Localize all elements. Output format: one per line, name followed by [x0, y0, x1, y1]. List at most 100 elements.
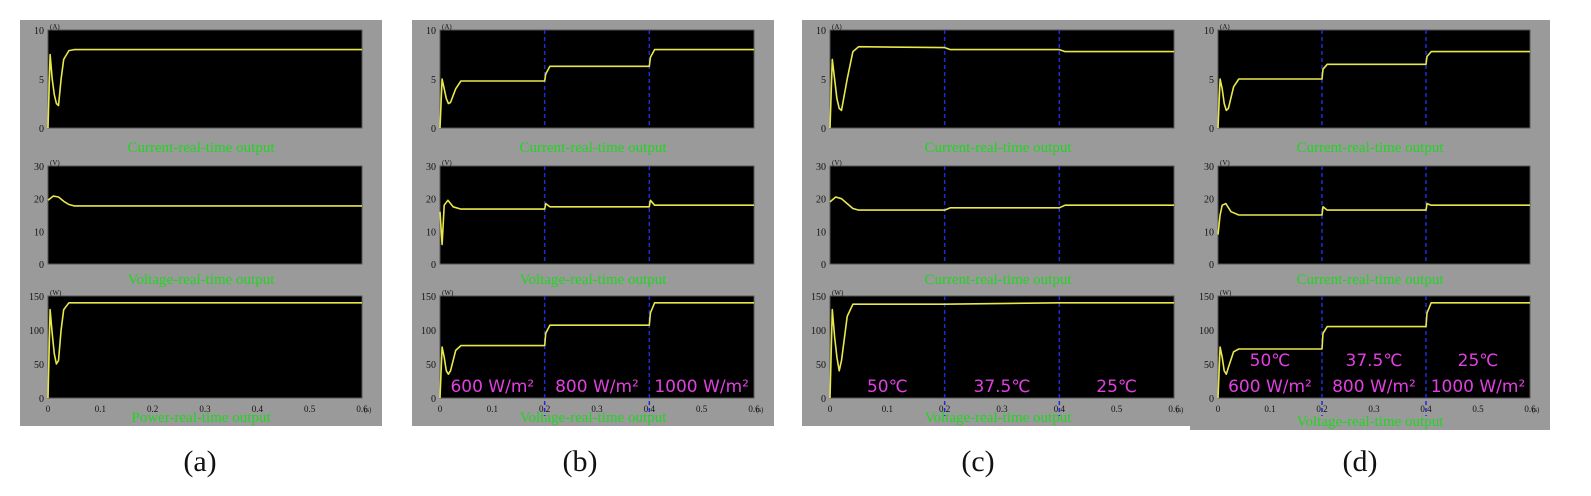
panel-d-chart: 0 5 10 (A) Current-real-time output 0 10 20 30 (V… — [1199, 23, 1540, 430]
x-unit-label: (s) — [364, 406, 372, 414]
y-tick-label: 5 — [821, 75, 826, 86]
x-tick-label: 0.2 — [147, 404, 158, 414]
subplot-title: Current-real-time output — [924, 140, 1072, 156]
y-tick-label: 0 — [431, 394, 436, 405]
series-line — [829, 196, 1174, 211]
y-tick-label: 0 — [39, 394, 44, 405]
y-tick-label: 0 — [431, 260, 436, 271]
series-line — [439, 199, 754, 246]
subplot-title: Power-real-time output — [131, 410, 271, 426]
y-tick-label: 10 — [34, 227, 44, 238]
x-tick-label: 0.1 — [487, 404, 498, 414]
y-tick-label: 0 — [431, 124, 436, 135]
subplot-3: 0 50 100 150 (W) 0 0.1 0.2 0.3 0.4 0.5 0.6(s) Power-… — [29, 289, 372, 426]
y-tick-label: 20 — [816, 195, 826, 206]
y-unit-label: (A) — [832, 23, 842, 31]
series-line — [1217, 202, 1530, 235]
y-tick-label: 20 — [1204, 195, 1214, 206]
subplot-2: 0 10 20 30 (V) Voltage-real-time output — [34, 159, 363, 288]
x-tick-label: 0.1 — [1264, 404, 1275, 414]
x-tick-label: 0.6 — [356, 404, 368, 414]
plot-area — [829, 165, 1175, 265]
y-tick-label: 5 — [39, 75, 44, 86]
y-unit-label: (A) — [442, 23, 452, 31]
condition-label: 800 W/m² — [555, 377, 639, 397]
series-line — [1217, 301, 1530, 399]
x-tick-label: 0.1 — [882, 404, 893, 414]
y-tick-label: 20 — [34, 195, 44, 206]
plot-area — [47, 295, 363, 399]
y-unit-label: (V) — [442, 159, 452, 167]
y-tick-label: 0 — [821, 260, 826, 271]
panel-c-chart: 0 5 10 (A) Current-real-time output 0 10 20 30 (V… — [811, 23, 1184, 426]
y-tick-label: 150 — [811, 292, 826, 303]
plot-area — [439, 165, 755, 265]
plot-area — [1217, 295, 1531, 399]
subplot-2: 0 10 20 30 (V) Voltage-real-time output — [426, 159, 755, 288]
y-tick-label: 50 — [426, 360, 436, 371]
x-tick-label: 0.3 — [996, 404, 1008, 414]
x-tick-label: 0 — [1216, 404, 1221, 414]
condition-label: 800 W/m² — [1332, 377, 1416, 397]
y-tick-label: 0 — [39, 260, 44, 271]
y-unit-label: (W) — [832, 289, 844, 297]
y-tick-label: 30 — [1204, 162, 1214, 173]
y-unit-label: (V) — [1220, 159, 1230, 167]
y-tick-label: 30 — [816, 162, 826, 173]
subplot-1: 0 5 10 (A) Current-real-time output — [426, 23, 755, 156]
x-unit-label: (s) — [1176, 406, 1184, 414]
condition-label: 37.5℃ — [1346, 351, 1403, 371]
y-tick-label: 10 — [34, 26, 44, 37]
y-tick-label: 50 — [34, 360, 44, 371]
panel-a: 0 5 10 (A) Current-real-time output 0 10 20 30 (V… — [20, 20, 382, 426]
series-line — [439, 301, 754, 399]
panel-label-a: (a) — [183, 445, 217, 478]
x-tick-label: 0.6 — [1168, 404, 1180, 414]
x-tick-label: 0.3 — [199, 404, 211, 414]
y-tick-label: 30 — [34, 162, 44, 173]
y-tick-label: 150 — [29, 292, 44, 303]
y-tick-label: 0 — [1209, 124, 1214, 135]
y-tick-label: 0 — [821, 394, 826, 405]
subplot-title: Voltage-real-time output — [1297, 414, 1445, 430]
y-tick-label: 150 — [1199, 292, 1214, 303]
condition-label: 1000 W/m² — [1431, 377, 1526, 397]
y-tick-label: 0 — [1209, 394, 1214, 405]
plot-area — [439, 295, 755, 399]
subplot-3: 050100150(W)00.10.20.30.40.50.6(s)Voltag… — [1199, 289, 1540, 430]
subplot-2: 0 10 20 30 (V) Current-real-time output — [816, 159, 1175, 288]
condition-label: 25℃ — [1458, 351, 1499, 371]
condition-label: 50℃ — [1250, 351, 1291, 371]
y-unit-label: (W) — [1220, 289, 1232, 297]
y-tick-label: 0 — [821, 124, 826, 135]
x-tick-label: 0 — [438, 404, 443, 414]
condition-label: 25℃ — [1096, 377, 1137, 397]
y-tick-label: 10 — [426, 26, 436, 37]
x-tick-label: 0.5 — [696, 404, 708, 414]
panel-label-b: (b) — [562, 445, 598, 478]
series-line — [829, 45, 1174, 129]
panel-b-chart: 0 5 10 (A) Current-real-time output 0 10 20 30 (V… — [421, 23, 764, 426]
condition-label: 1000 W/m² — [654, 377, 749, 397]
series-line — [439, 48, 754, 129]
y-tick-label: 5 — [431, 75, 436, 86]
subplot-title: Current-real-time output — [1296, 140, 1444, 156]
y-unit-label: (A) — [1220, 23, 1230, 31]
y-tick-label: 30 — [426, 162, 436, 173]
x-tick-label: 0.1 — [95, 404, 106, 414]
panel-d: 0 5 10 (A) Current-real-time output 0 10 20 30 (V… — [1190, 20, 1550, 430]
y-tick-label: 50 — [1204, 360, 1214, 371]
y-tick-label: 10 — [426, 227, 436, 238]
subplot-title: Voltage-real-time output — [925, 410, 1073, 426]
y-unit-label: (W) — [50, 289, 62, 297]
subplot-title: Voltage-real-time output — [128, 272, 276, 288]
y-tick-label: 100 — [811, 326, 826, 337]
subplot-1: 0 5 10 (A) Current-real-time output — [816, 23, 1175, 156]
condition-label: 600 W/m² — [450, 377, 534, 397]
y-unit-label: (V) — [832, 159, 842, 167]
subplot-2: 0 10 20 30 (V) Current-real-time output — [1204, 159, 1531, 288]
plot-area — [47, 165, 363, 265]
condition-label: 37.5℃ — [974, 377, 1031, 397]
y-tick-label: 100 — [29, 326, 44, 337]
subplot-title: Current-real-time output — [1296, 272, 1444, 288]
